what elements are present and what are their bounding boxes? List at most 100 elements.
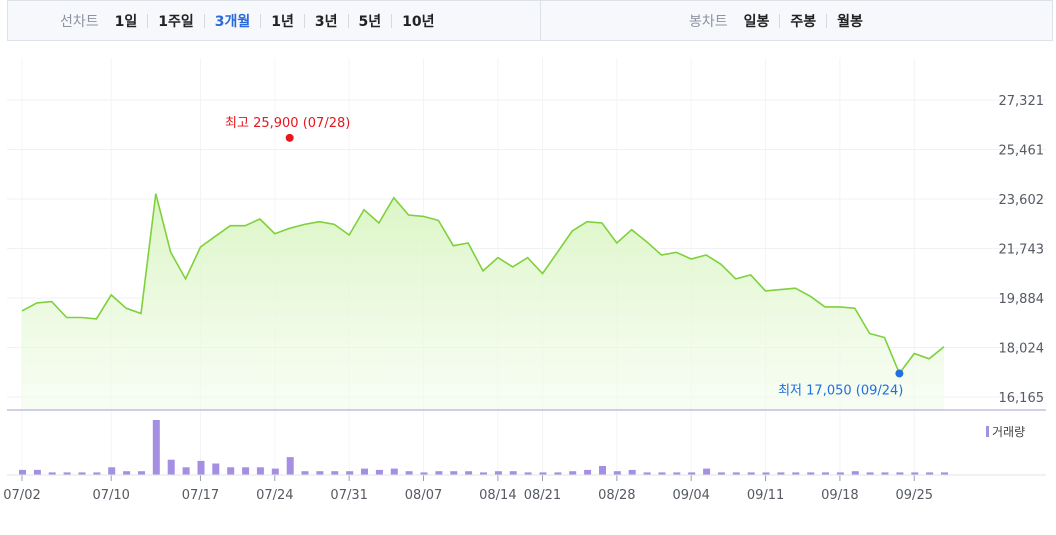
volume-bar xyxy=(836,472,844,475)
tab-1-week[interactable]: 1주일 xyxy=(158,13,194,30)
volume-bar xyxy=(138,471,145,475)
volume-bar xyxy=(331,471,339,475)
volume-bar xyxy=(19,469,26,475)
volume-bar xyxy=(108,467,116,475)
chart-period-toolbar: 선차트 1일 1주일 3개월 1년 3년 5년 10년 봉차트 일봉 주봉 월봉 xyxy=(7,0,1053,41)
volume-bar xyxy=(78,472,86,475)
volume-bar xyxy=(822,472,829,475)
x-tick-label: 07/17 xyxy=(182,488,219,503)
high-price-label: 최고 25,900 (07/28) xyxy=(225,116,350,131)
tab-3-months[interactable]: 3개월 xyxy=(214,13,251,30)
volume-bar xyxy=(762,472,770,475)
volume-bar xyxy=(197,460,205,475)
volume-bar xyxy=(271,468,279,475)
tab-3-years[interactable]: 3년 xyxy=(314,13,338,30)
volume-bar xyxy=(509,471,517,475)
tab-10-years[interactable]: 10년 xyxy=(402,13,435,30)
volume-bar xyxy=(375,469,383,475)
tab-weekly-candle[interactable]: 주봉 xyxy=(790,13,817,30)
volume-bar xyxy=(405,471,413,475)
volume-bar xyxy=(703,468,711,475)
volume-bar xyxy=(643,472,651,475)
volume-bar xyxy=(93,472,101,475)
volume-bar xyxy=(792,472,800,475)
tab-separator xyxy=(779,13,781,28)
volume-bar xyxy=(584,469,592,475)
volume-bar xyxy=(866,472,874,475)
tab-separator xyxy=(260,13,262,28)
tab-separator xyxy=(391,13,393,28)
volume-bars xyxy=(19,420,948,475)
y-tick-label: 18,024 xyxy=(999,342,1045,357)
volume-bar xyxy=(256,467,264,475)
toolbar-divider xyxy=(540,1,541,40)
x-tick-label: 08/07 xyxy=(405,488,442,503)
tab-1-day[interactable]: 1일 xyxy=(114,13,138,30)
y-tick-label: 19,884 xyxy=(999,292,1045,307)
volume-bar xyxy=(747,472,755,475)
volume-legend-label: 거래량 xyxy=(992,425,1025,439)
volume-legend-swatch xyxy=(986,426,989,437)
volume-bar xyxy=(807,472,815,475)
volume-bar xyxy=(465,471,473,475)
volume-bar xyxy=(777,472,785,475)
volume-bar xyxy=(152,420,160,475)
volume-bar xyxy=(286,457,294,475)
volume-bar xyxy=(480,472,487,475)
tab-separator xyxy=(303,13,305,28)
volume-bar xyxy=(688,472,696,475)
y-tick-label: 27,321 xyxy=(999,94,1045,109)
volume-bar xyxy=(390,468,398,475)
x-tick-label: 07/24 xyxy=(256,488,293,503)
volume-bar xyxy=(227,467,235,475)
volume-bar xyxy=(346,471,354,475)
volume-bar xyxy=(167,459,175,475)
tab-separator xyxy=(826,13,828,28)
volume-bar xyxy=(599,466,606,475)
x-tick-label: 08/28 xyxy=(598,488,635,503)
x-axis-ticks: 07/02 07/10 07/17 07/24 07/31 08/07 08/14 08/21… xyxy=(3,474,1046,503)
volume-bar xyxy=(33,469,41,475)
candle-chart-tab-group: 봉차트 일봉 주봉 월봉 xyxy=(689,1,865,40)
price-area-fill xyxy=(22,193,944,410)
x-tick-label: 08/14 xyxy=(479,488,516,503)
tab-separator xyxy=(347,13,349,28)
x-tick-label: 08/21 xyxy=(524,488,561,503)
y-tick-label: 25,461 xyxy=(999,144,1045,159)
volume-bar xyxy=(48,472,56,475)
volume-bar xyxy=(628,469,636,475)
volume-bar xyxy=(242,467,250,475)
volume-bar xyxy=(539,472,547,475)
volume-bar xyxy=(301,471,309,475)
high-price-marker xyxy=(285,133,294,142)
volume-bar xyxy=(182,467,190,475)
volume-bar xyxy=(420,472,428,475)
y-tick-label: 16,165 xyxy=(999,391,1045,406)
volume-bar xyxy=(896,472,904,475)
y-axis-ticks: 27,321 25,461 23,602 21,743 19,884 18,024 16,1… xyxy=(999,94,1045,406)
volume-bar xyxy=(569,471,577,475)
volume-bar xyxy=(926,472,934,475)
tab-separator xyxy=(147,13,149,28)
volume-bar xyxy=(494,471,502,475)
tab-daily-candle[interactable]: 일봉 xyxy=(743,13,770,30)
x-tick-label: 09/04 xyxy=(672,488,709,503)
tab-separator xyxy=(203,13,205,28)
volume-bar xyxy=(851,471,859,475)
volume-bar xyxy=(450,471,458,475)
tab-5-years[interactable]: 5년 xyxy=(358,13,382,30)
tab-1-year[interactable]: 1년 xyxy=(271,13,294,30)
volume-bar xyxy=(717,472,725,475)
volume-bar xyxy=(658,472,666,475)
volume-bar xyxy=(123,471,131,475)
volume-bar xyxy=(881,472,889,475)
volume-bar xyxy=(673,472,681,475)
line-chart-tab-group: 선차트 1일 1주일 3개월 1년 3년 5년 10년 xyxy=(60,1,437,40)
volume-bar xyxy=(63,472,71,475)
y-tick-label: 23,602 xyxy=(999,193,1045,208)
low-price-label: 최저 17,050 (09/24) xyxy=(778,383,903,398)
volume-bar xyxy=(911,472,919,475)
candle-chart-group-label: 봉차트 xyxy=(689,13,728,30)
tab-monthly-candle[interactable]: 월봉 xyxy=(837,13,863,30)
